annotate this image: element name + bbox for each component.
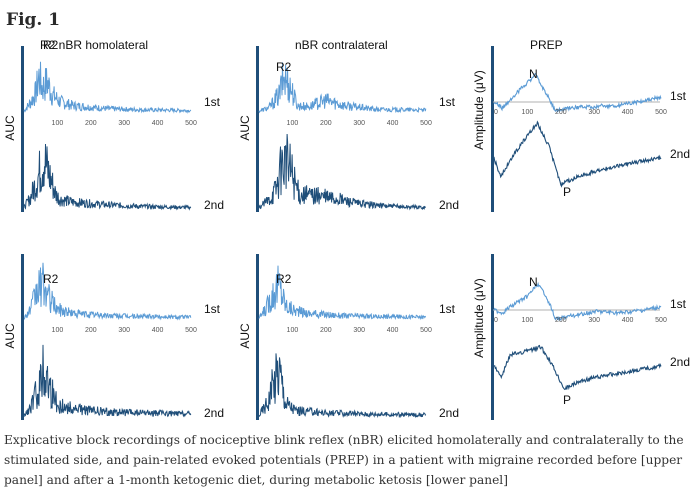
- x-tick-label: 300: [118, 120, 130, 127]
- series-label-2nd: 2nd: [439, 406, 459, 420]
- trace-2nd: [258, 353, 427, 419]
- peak-label-p: P: [563, 185, 571, 199]
- y-axis-label: AUC: [238, 115, 252, 141]
- x-tick-label: 200: [85, 327, 97, 334]
- trace-2nd: [493, 344, 662, 391]
- x-tick-label: 100: [287, 327, 299, 334]
- x-tick-label: 400: [622, 317, 634, 324]
- x-tick-label: 200: [320, 327, 332, 334]
- trace-1st: [493, 281, 662, 321]
- peak-label-r2: R2: [276, 60, 292, 74]
- x-tick-label: 100: [287, 120, 299, 127]
- figure-title: Fig. 1: [6, 10, 61, 30]
- x-tick-label: 300: [353, 327, 365, 334]
- x-tick-label: 200: [320, 120, 332, 127]
- y-axis-label: Amplitude (μV): [472, 70, 486, 150]
- y-axis-label: AUC: [3, 323, 17, 349]
- x-tick-label: 400: [387, 120, 399, 127]
- panel-title: R2 nBR homolateral: [40, 38, 148, 52]
- peak-label-n: N: [529, 67, 538, 81]
- x-tick-label: 100: [52, 120, 64, 127]
- figure-caption: Explicative block recordings of nocicept…: [4, 433, 684, 487]
- y-axis-bar: [21, 46, 24, 212]
- y-axis-bar: [256, 46, 259, 212]
- series-label-1st: 1st: [670, 89, 687, 103]
- x-tick-label: 300: [588, 109, 600, 116]
- y-axis-bar: [491, 254, 494, 420]
- x-tick-label: 500: [420, 120, 432, 127]
- series-label-1st: 1st: [204, 302, 221, 316]
- x-tick-label: 400: [152, 120, 164, 127]
- x-tick-label: 300: [353, 120, 365, 127]
- trace-1st: [23, 262, 192, 321]
- series-label-2nd: 2nd: [670, 147, 690, 161]
- y-axis-label: AUC: [3, 115, 17, 141]
- series-label-1st: 1st: [204, 95, 221, 109]
- x-tick-label: 200: [555, 317, 567, 324]
- x-tick-label: 500: [420, 327, 432, 334]
- peak-label-r2: R2: [43, 272, 59, 286]
- x-tick-label: 100: [522, 317, 534, 324]
- trace-2nd: [493, 120, 662, 188]
- x-tick-label: 300: [118, 327, 130, 334]
- y-axis-label: Amplitude (μV): [472, 278, 486, 358]
- x-tick-label-zero: 0: [494, 109, 498, 116]
- trace-1st: [258, 265, 427, 321]
- peak-label-p: P: [563, 393, 571, 407]
- x-tick-label: 500: [655, 317, 667, 324]
- peak-label-r2: R2: [43, 38, 59, 52]
- series-label-2nd: 2nd: [670, 355, 690, 369]
- x-tick-label: 400: [622, 109, 634, 116]
- series-label-1st: 1st: [439, 302, 456, 316]
- peak-label-n: N: [529, 275, 538, 289]
- x-tick-label: 200: [555, 109, 567, 116]
- trace-2nd: [23, 344, 192, 418]
- figure-panels: R2 nBR homolateral AUC 1st 2nd 100 200 300 400 5…: [3, 38, 690, 420]
- x-tick-label: 500: [185, 120, 197, 127]
- trace-2nd: [258, 133, 427, 211]
- x-tick-label: 100: [522, 109, 534, 116]
- series-label-2nd: 2nd: [439, 198, 459, 212]
- panel-title: PREP: [530, 38, 563, 52]
- peak-label-r2: R2: [276, 272, 292, 286]
- y-axis-bar: [256, 254, 259, 420]
- trace-2nd: [23, 143, 192, 211]
- panel-title: nBR contralateral: [295, 38, 388, 52]
- trace-1st: [493, 72, 662, 113]
- x-tick-label: 100: [52, 327, 64, 334]
- x-tick-label: 500: [185, 327, 197, 334]
- x-tick-label: 400: [387, 327, 399, 334]
- x-tick-label: 400: [152, 327, 164, 334]
- x-tick-label: 300: [588, 317, 600, 324]
- series-label-1st: 1st: [439, 95, 456, 109]
- trace-1st: [258, 62, 427, 114]
- trace-1st: [23, 61, 192, 114]
- x-tick-label-zero: 0: [494, 317, 498, 324]
- series-label-2nd: 2nd: [204, 406, 224, 420]
- y-axis-label: AUC: [238, 323, 252, 349]
- y-axis-bar: [21, 254, 24, 420]
- x-tick-label: 200: [85, 120, 97, 127]
- series-label-1st: 1st: [670, 297, 687, 311]
- x-tick-label: 500: [655, 109, 667, 116]
- series-label-2nd: 2nd: [204, 198, 224, 212]
- y-axis-bar: [491, 46, 494, 212]
